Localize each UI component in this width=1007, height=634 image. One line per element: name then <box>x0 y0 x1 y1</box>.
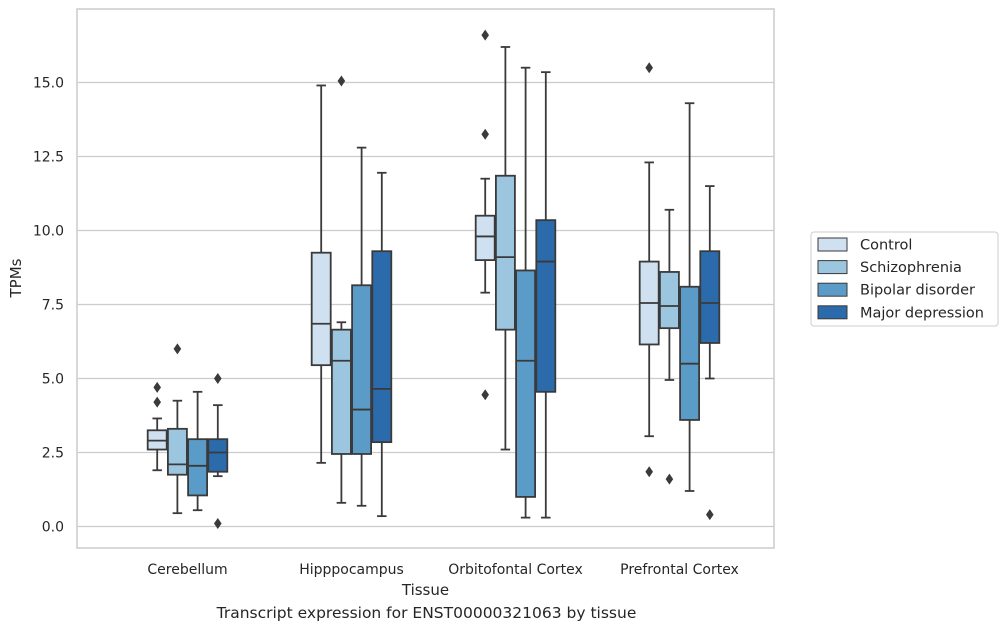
box-iqr <box>494 174 516 331</box>
x-tick-labels: Cerebellum Hipppocampus Orbitofontal Corte… <box>147 562 738 578</box>
box-iqr <box>515 269 536 498</box>
box-1-1 <box>330 75 352 504</box>
box-3-2 <box>535 71 557 519</box>
box-2-0 <box>187 390 209 512</box>
box-3-0 <box>207 373 229 530</box>
box-2-3 <box>679 102 700 492</box>
outlier-point <box>645 62 653 74</box>
y-tick-label: 15.0 <box>33 76 64 92</box>
box-iqr <box>351 284 373 455</box>
legend-label: Major depression <box>860 305 984 321</box>
outlier-point <box>481 128 489 140</box>
outlier-point <box>214 373 222 384</box>
outlier-point <box>173 343 182 355</box>
y-tick-label: 7.5 <box>42 298 64 314</box>
box-iqr <box>166 427 188 476</box>
legend: Control Schizophrenia Bipolar disorder Majo… <box>810 231 999 327</box>
box-1-0 <box>166 343 188 515</box>
legend-swatch <box>817 260 848 275</box>
outlier-point <box>645 466 653 478</box>
box-2-2 <box>515 66 536 519</box>
box-iqr <box>187 438 209 497</box>
legend-frame <box>810 231 999 327</box>
box-0-3 <box>638 62 660 478</box>
figure-caption: Transcript expression for ENST0000032106… <box>216 604 637 622</box>
legend-label: Control <box>860 238 912 254</box>
box-iqr <box>679 285 700 421</box>
box-1-2 <box>494 46 516 451</box>
legend-swatch <box>817 282 848 297</box>
y-tick-labels: 0.0 2.5 5.0 7.5 10.0 12.5 15.0 <box>33 76 64 536</box>
box-iqr <box>371 250 393 444</box>
box-groups <box>146 29 721 530</box>
outlier-point <box>214 518 222 530</box>
plot-frame <box>76 8 775 549</box>
x-axis-title: Tissue <box>401 581 449 599</box>
box-0-2 <box>474 29 496 401</box>
box-0-1 <box>310 84 332 464</box>
outlier-point <box>481 29 489 41</box>
box-0-0 <box>146 381 168 472</box>
outlier-point <box>665 473 674 485</box>
outlier-point <box>153 396 161 408</box>
box-iqr <box>207 438 229 473</box>
box-iqr <box>474 214 496 261</box>
x-tick-label: Hipppocampus <box>299 562 404 578</box>
outlier-point <box>706 509 714 521</box>
box-3-1 <box>371 171 393 518</box>
outlier-point <box>481 389 489 401</box>
x-tick-label: Prefrontal Cortex <box>620 562 739 578</box>
legend-label: Bipolar disorder <box>860 283 975 299</box>
y-tick-label: 12.5 <box>33 150 64 166</box>
y-axis-title: TPMs <box>7 258 25 298</box>
x-tick-label: Orbitofontal Cortex <box>448 562 583 578</box>
y-tick-label: 0.0 <box>42 520 64 536</box>
box-iqr <box>330 328 352 455</box>
box-2-1 <box>351 146 373 507</box>
box-iqr <box>310 251 332 367</box>
box-3-3 <box>699 185 721 521</box>
legend-swatch <box>817 237 848 252</box>
legend-label: Schizophrenia <box>860 260 962 276</box>
box-iqr <box>699 250 721 344</box>
outlier-point <box>337 75 346 87</box>
box-iqr <box>535 219 557 393</box>
y-tick-label: 10.0 <box>33 224 64 240</box>
x-tick-label: Cerebellum <box>147 562 227 578</box>
box-1-3 <box>659 208 680 485</box>
legend-swatch <box>817 305 848 320</box>
y-tick-label: 5.0 <box>42 372 64 388</box>
box-iqr <box>659 271 680 330</box>
y-tick-label: 2.5 <box>42 446 64 462</box>
outlier-point <box>153 381 161 393</box>
